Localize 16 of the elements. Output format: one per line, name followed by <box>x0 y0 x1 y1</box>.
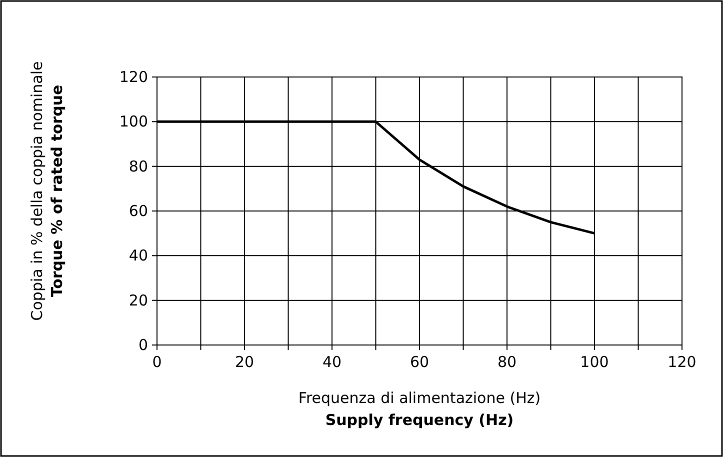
y-tick-label: 60 <box>128 202 148 220</box>
x-tick-label: 20 <box>234 353 254 371</box>
y-tick-label: 120 <box>119 68 148 86</box>
y-tick-label: 80 <box>128 157 148 176</box>
x-tick-label: 0 <box>152 353 162 371</box>
x-tick-label: 80 <box>497 353 517 371</box>
y-tick-label: 100 <box>119 112 148 131</box>
y-tick-label: 40 <box>128 246 148 265</box>
x-axis-title: Frequenza di alimentazione (Hz) Supply frequency (Hz) <box>298 389 541 429</box>
y-axis-title: Coppia in % della coppia nominale Torque % of rated torque <box>28 61 66 321</box>
x-tick-label: 40 <box>322 353 342 371</box>
x-tick-label: 100 <box>580 353 609 371</box>
x-tick-label: 60 <box>410 353 430 371</box>
y-tick-label: 0 <box>138 336 148 354</box>
x-tick-label: 120 <box>668 353 696 371</box>
y-tick-label: 20 <box>128 291 148 310</box>
